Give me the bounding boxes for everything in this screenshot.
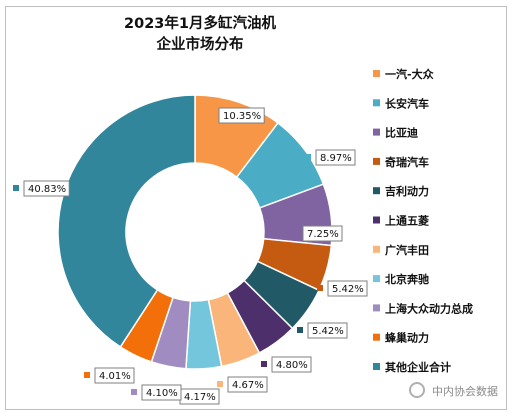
data-label-box <box>307 322 348 339</box>
data-label-text: 8.97% <box>320 153 352 164</box>
data-label-7: 4.67% <box>217 376 268 393</box>
data-label-text: 40.83% <box>28 184 66 195</box>
data-label-text: 4.67% <box>232 380 264 391</box>
legend-label: 一汽-大众 <box>385 67 435 81</box>
data-label-box <box>141 384 182 401</box>
data-label-2: 8.97% <box>305 149 356 166</box>
legend-item-7: 广汽丰田 <box>373 243 429 257</box>
data-label-box <box>23 180 70 197</box>
chart-title-line-1: 2023年1月多缸汽油机 <box>124 16 276 32</box>
legend: 一汽-大众长安汽车比亚迪奇瑞汽车吉利动力上通五菱广汽丰田北京奔驰上海大众动力总成… <box>373 67 473 374</box>
data-labels: 10.35% 8.97% 7.25% 5.42% 5.42% 4.80% 4.67% 4.17… <box>13 107 368 405</box>
data-label-6: 4.80% <box>261 356 312 373</box>
legend-item-5: 吉利动力 <box>373 184 429 198</box>
data-label-marker <box>305 154 311 160</box>
data-label-box <box>271 356 312 373</box>
legend-label: 广汽丰田 <box>385 243 429 257</box>
data-label-box <box>327 280 368 297</box>
legend-swatch <box>373 245 380 253</box>
data-label-11: 40.83% <box>13 180 70 197</box>
legend-swatch <box>373 70 380 77</box>
data-label-3: 7.25% <box>302 225 343 242</box>
legend-item-1: 一汽-大众 <box>373 67 435 81</box>
data-label-text: 4.10% <box>146 388 178 399</box>
legend-item-2: 长安汽车 <box>373 96 429 110</box>
data-label-text: 5.42% <box>312 326 344 337</box>
legend-label: 上通五菱 <box>385 214 429 228</box>
data-label-text: 4.01% <box>99 371 131 382</box>
watermark-logo-icon <box>409 382 425 398</box>
data-label-10: 4.01% <box>84 367 135 384</box>
data-label-text: 10.35% <box>223 111 261 122</box>
data-label-marker <box>317 285 323 291</box>
legend-item-10: 蜂巢动力 <box>373 331 429 345</box>
data-label-marker <box>297 327 303 333</box>
legend-label: 比亚迪 <box>385 126 418 140</box>
data-label-marker <box>13 185 19 191</box>
data-label-4: 5.42% <box>317 280 368 297</box>
data-label-text: 5.42% <box>332 284 364 295</box>
legend-swatch <box>373 275 380 283</box>
legend-swatch <box>373 128 380 136</box>
legend-swatch <box>373 99 380 107</box>
legend-label: 奇瑞汽车 <box>385 155 429 169</box>
legend-swatch <box>373 157 380 165</box>
data-label-text: 7.25% <box>307 229 339 240</box>
donut-slices <box>57 94 333 370</box>
data-label-8: 4.17% <box>179 388 220 405</box>
data-label-marker <box>217 381 223 387</box>
data-label-marker <box>131 389 137 395</box>
data-label-1: 10.35% <box>218 107 265 124</box>
data-label-text: 4.80% <box>276 360 308 371</box>
data-label-marker <box>84 372 90 378</box>
legend-label: 北京奔驰 <box>385 272 429 286</box>
chart-title-line-2: 企业市场分布 <box>156 37 244 53</box>
data-label-marker <box>261 361 267 367</box>
legend-item-4: 奇瑞汽车 <box>373 155 429 169</box>
legend-label: 蜂巢动力 <box>385 331 429 345</box>
data-label-box <box>218 107 265 124</box>
data-label-box <box>315 149 356 166</box>
legend-label: 吉利动力 <box>385 184 429 198</box>
data-label-9: 4.10% <box>131 384 182 401</box>
legend-item-9: 上海大众动力总成 <box>373 301 473 315</box>
legend-item-3: 比亚迪 <box>373 126 418 140</box>
legend-swatch <box>373 187 380 195</box>
legend-swatch <box>373 304 380 312</box>
legend-item-6: 上通五菱 <box>373 214 429 228</box>
data-label-text: 4.17% <box>184 392 216 403</box>
legend-item-8: 北京奔驰 <box>373 272 429 286</box>
legend-item-11: 其他企业合计 <box>373 360 451 374</box>
legend-swatch <box>373 216 380 224</box>
data-label-box <box>94 367 135 384</box>
legend-swatch <box>373 333 380 341</box>
data-label-box <box>302 225 343 242</box>
legend-swatch <box>373 363 380 370</box>
legend-label: 上海大众动力总成 <box>385 301 473 315</box>
data-label-box <box>227 376 268 393</box>
watermark: 中内协会数据 <box>432 385 498 398</box>
legend-label: 长安汽车 <box>385 96 429 110</box>
slice-11 <box>57 94 196 348</box>
chart-title: 2023年1月多缸汽油机 企业市场分布 <box>0 14 400 56</box>
data-label-5: 5.42% <box>297 322 348 339</box>
legend-label: 其他企业合计 <box>385 360 451 374</box>
